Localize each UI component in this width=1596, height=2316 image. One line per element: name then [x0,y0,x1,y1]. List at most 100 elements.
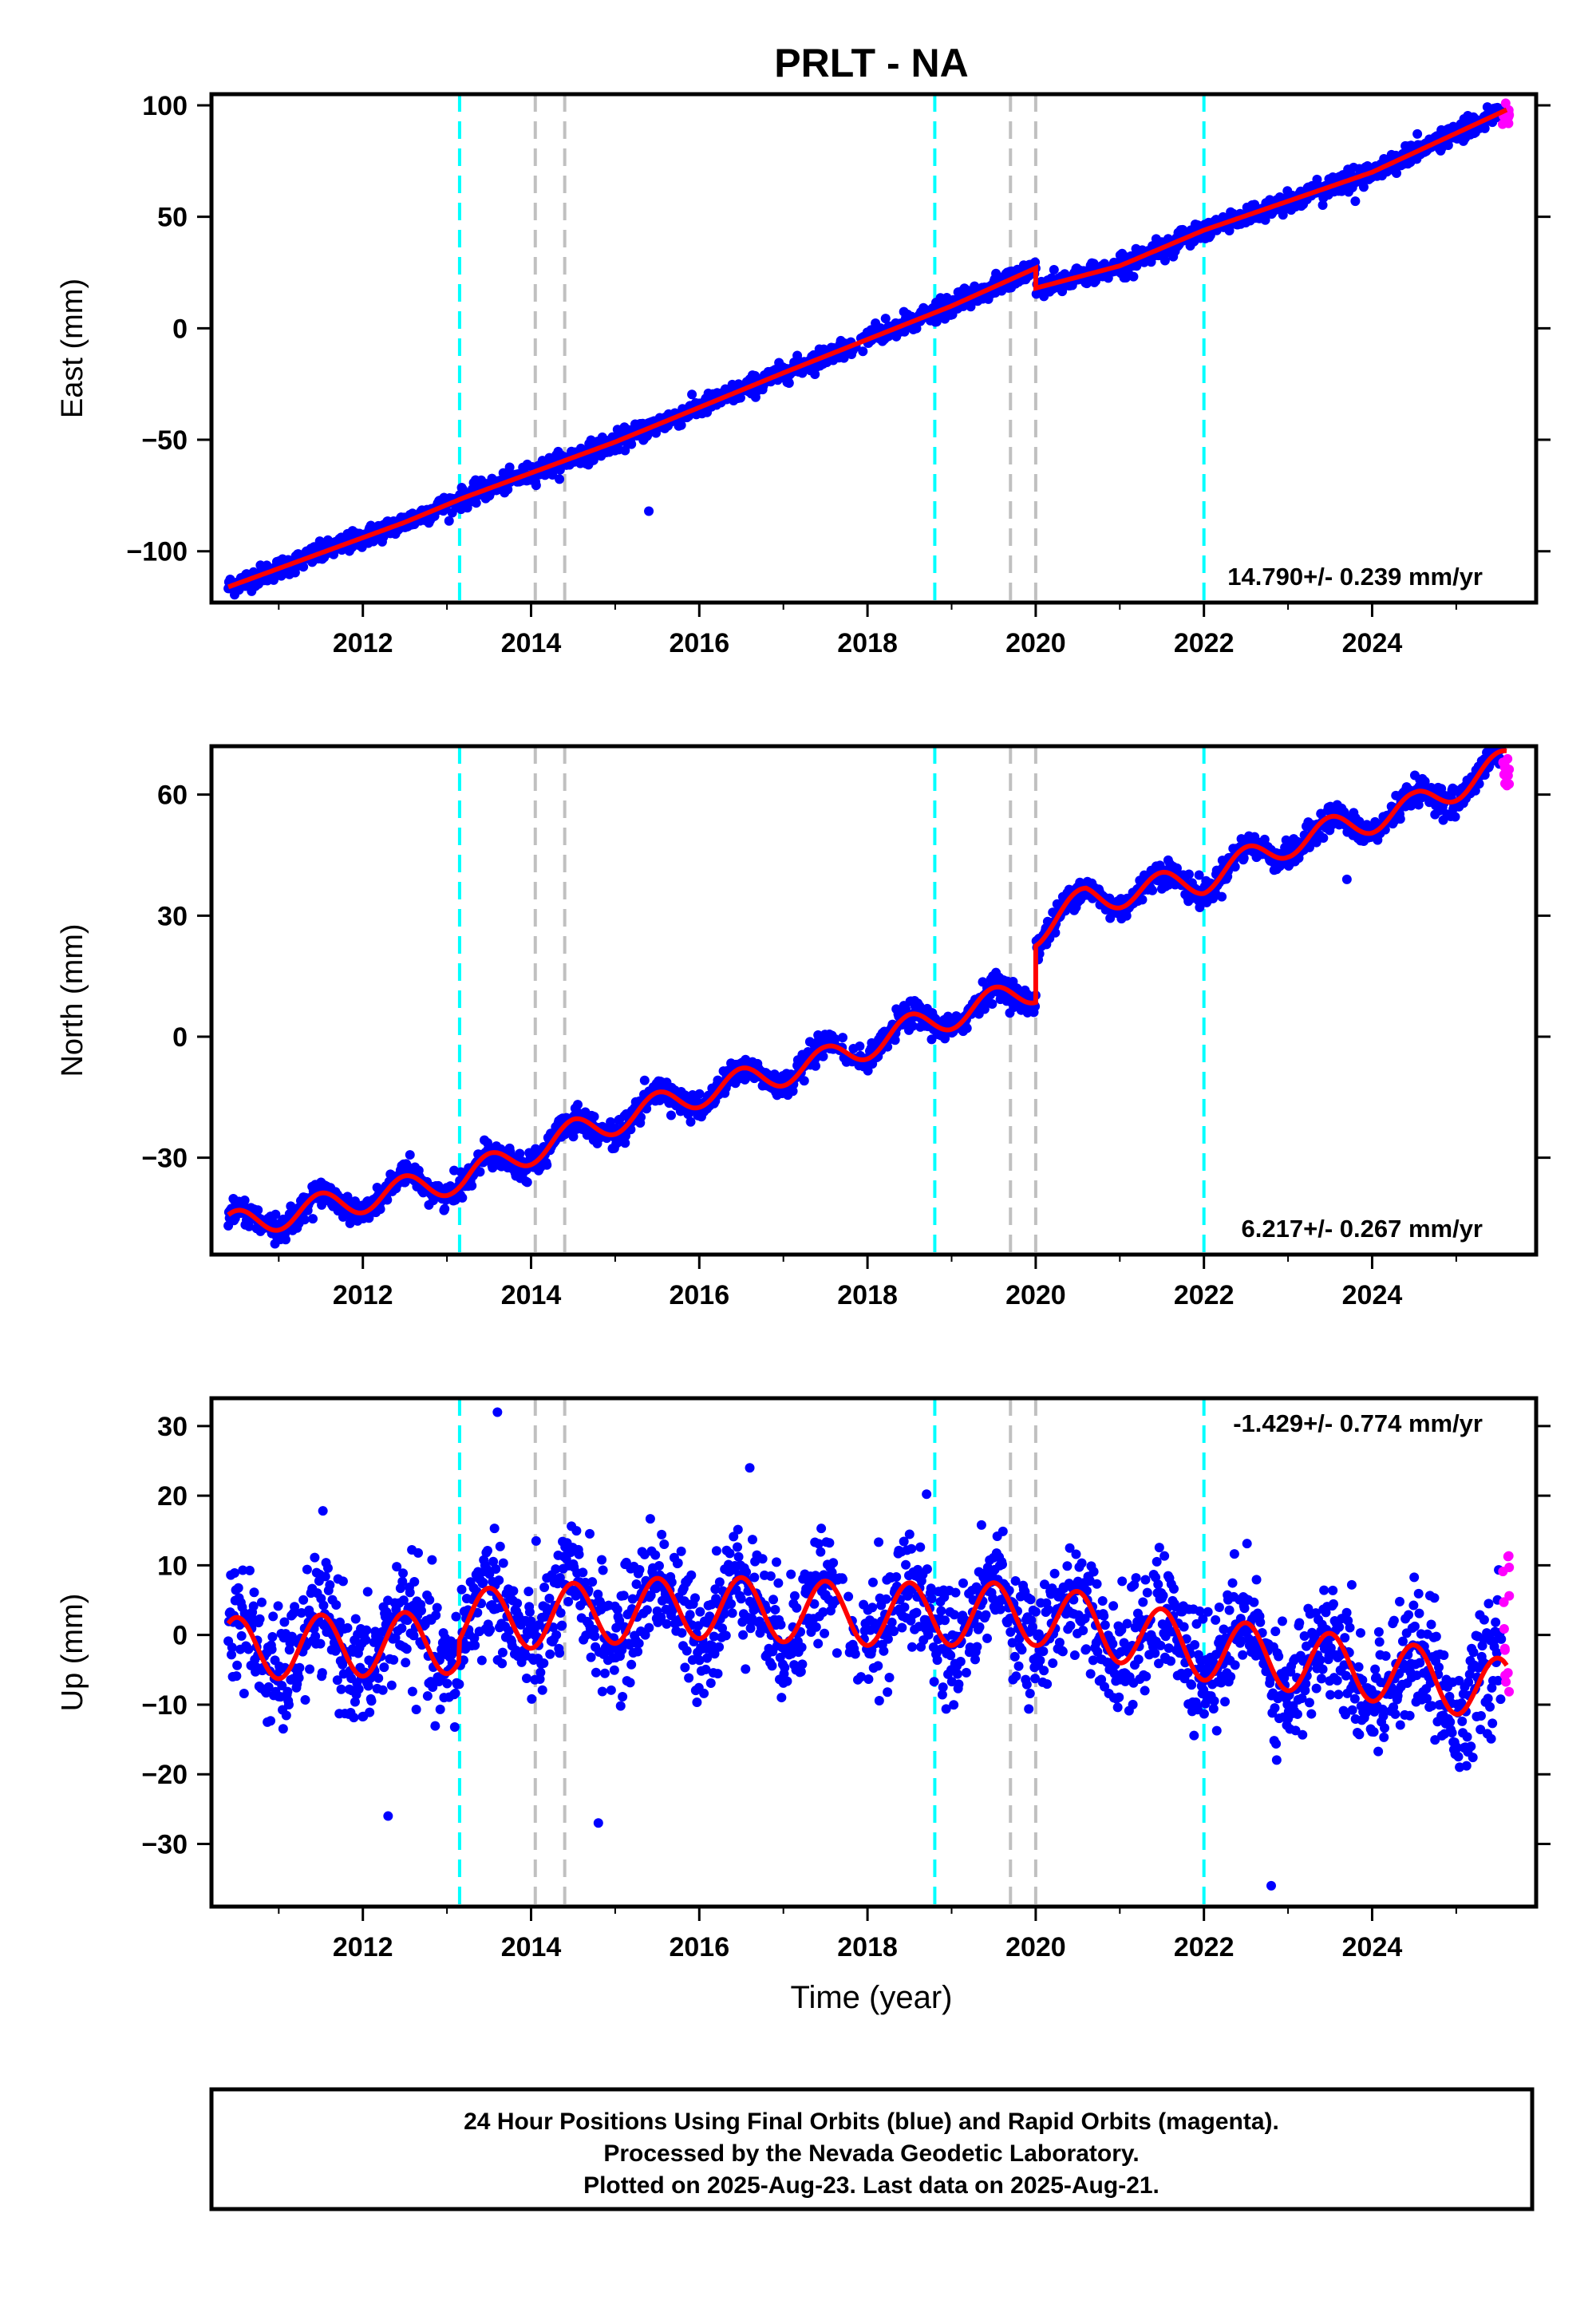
up-data-point [283,1700,294,1710]
up-data-point [320,1571,330,1582]
up-data-point [733,1524,743,1535]
up-data-point [642,1605,652,1615]
east-data-point [911,323,922,334]
up-data-point [684,1673,694,1683]
north-y-axis-label: North (mm) [56,923,89,1077]
east-data-point [504,462,515,472]
north-x-tick-label: 2012 [333,1280,393,1310]
north-y-tick-label: 30 [157,901,188,931]
up-data-point [298,1595,309,1605]
up-data-point [606,1685,616,1695]
north-data-point [987,998,998,1009]
up-data-point [318,1506,328,1516]
north-data-point [375,1204,385,1215]
up-data-point [432,1603,442,1613]
up-data-point [263,1682,274,1692]
north-data-point [1450,812,1460,822]
up-data-point [227,1642,237,1653]
north-y-tick-label: −30 [141,1144,188,1174]
north-data-point [573,1100,583,1110]
up-data-point [379,1662,389,1673]
up-data-point [531,1535,541,1546]
up-data-point [591,1667,601,1678]
north-data-point [308,1214,318,1224]
up-data-point [386,1680,397,1690]
up-data-point [373,1673,384,1683]
up-data-point [456,1584,467,1595]
east-data-point [1224,226,1235,236]
up-data-point [710,1584,721,1595]
up-data-point [485,1625,496,1635]
up-data-point [747,1535,757,1545]
up-data-point [680,1662,690,1673]
up-data-point [544,1593,555,1603]
east-data-point [1479,123,1490,133]
up-data-point [300,1694,310,1705]
up-data-point [692,1697,702,1708]
north-data-point [855,1041,865,1051]
up-data-point [365,1707,375,1717]
up-data-point [690,1593,701,1603]
east-data-point [1337,186,1347,196]
north-data-point [907,1021,918,1031]
up-data-point [409,1577,420,1587]
up-data-point [609,1665,619,1675]
east-outlier-point [644,506,654,516]
north-data-point [1259,834,1270,844]
north-data-point [1148,885,1158,895]
north-model-line [227,748,1507,1233]
up-data-point [405,1587,415,1598]
up-data-point [294,1673,304,1683]
up-data-point [662,1618,672,1629]
up-data-point [329,1638,339,1648]
up-data-point [336,1684,346,1694]
up-data-point [497,1647,508,1658]
north-data-point [271,1209,281,1219]
up-data-point [377,1685,388,1695]
up-data-point [236,1630,247,1641]
north-data-point [1281,835,1291,845]
up-data-point [366,1696,377,1706]
up-data-point [497,1658,508,1669]
up-data-point [422,1691,433,1701]
up-data-point [294,1662,305,1673]
north-x-tick-label: 2024 [1342,1280,1403,1310]
up-data-point [713,1669,723,1679]
up-data-point [361,1634,371,1645]
up-data-point [645,1514,655,1524]
up-data-point [498,1558,508,1568]
up-data-point [407,1686,417,1697]
up-data-point [401,1644,412,1654]
up-data-point [397,1576,408,1587]
up-data-point [709,1649,720,1659]
north-data-point [1304,842,1314,852]
up-data-point [267,1644,277,1654]
north-data-point [573,1108,583,1118]
east-data-point [676,420,686,430]
up-data-point [322,1563,333,1573]
north-data-point [1194,870,1204,880]
east-rapid-orbit-points [1497,98,1515,129]
east-data-point [555,474,565,484]
up-data-point [765,1571,776,1581]
up-data-point [557,1620,567,1630]
east-data-point [1057,287,1068,297]
up-data-point [717,1623,728,1634]
north-data-point [1121,911,1132,921]
up-data-point [442,1678,452,1689]
up-data-point [310,1552,320,1563]
up-data-point [255,1614,265,1624]
up-data-point [631,1579,642,1589]
north-x-tick-label: 2022 [1174,1280,1235,1310]
up-data-point [229,1568,239,1579]
up-data-point [617,1645,627,1655]
up-data-point [430,1721,440,1731]
up-data-point [633,1646,643,1657]
up-data-point [398,1595,409,1606]
up-data-point [587,1577,598,1587]
north-data-point [405,1150,415,1160]
north-data-point [1195,903,1205,913]
north-data-point [515,1148,525,1159]
up-data-point [676,1546,686,1556]
